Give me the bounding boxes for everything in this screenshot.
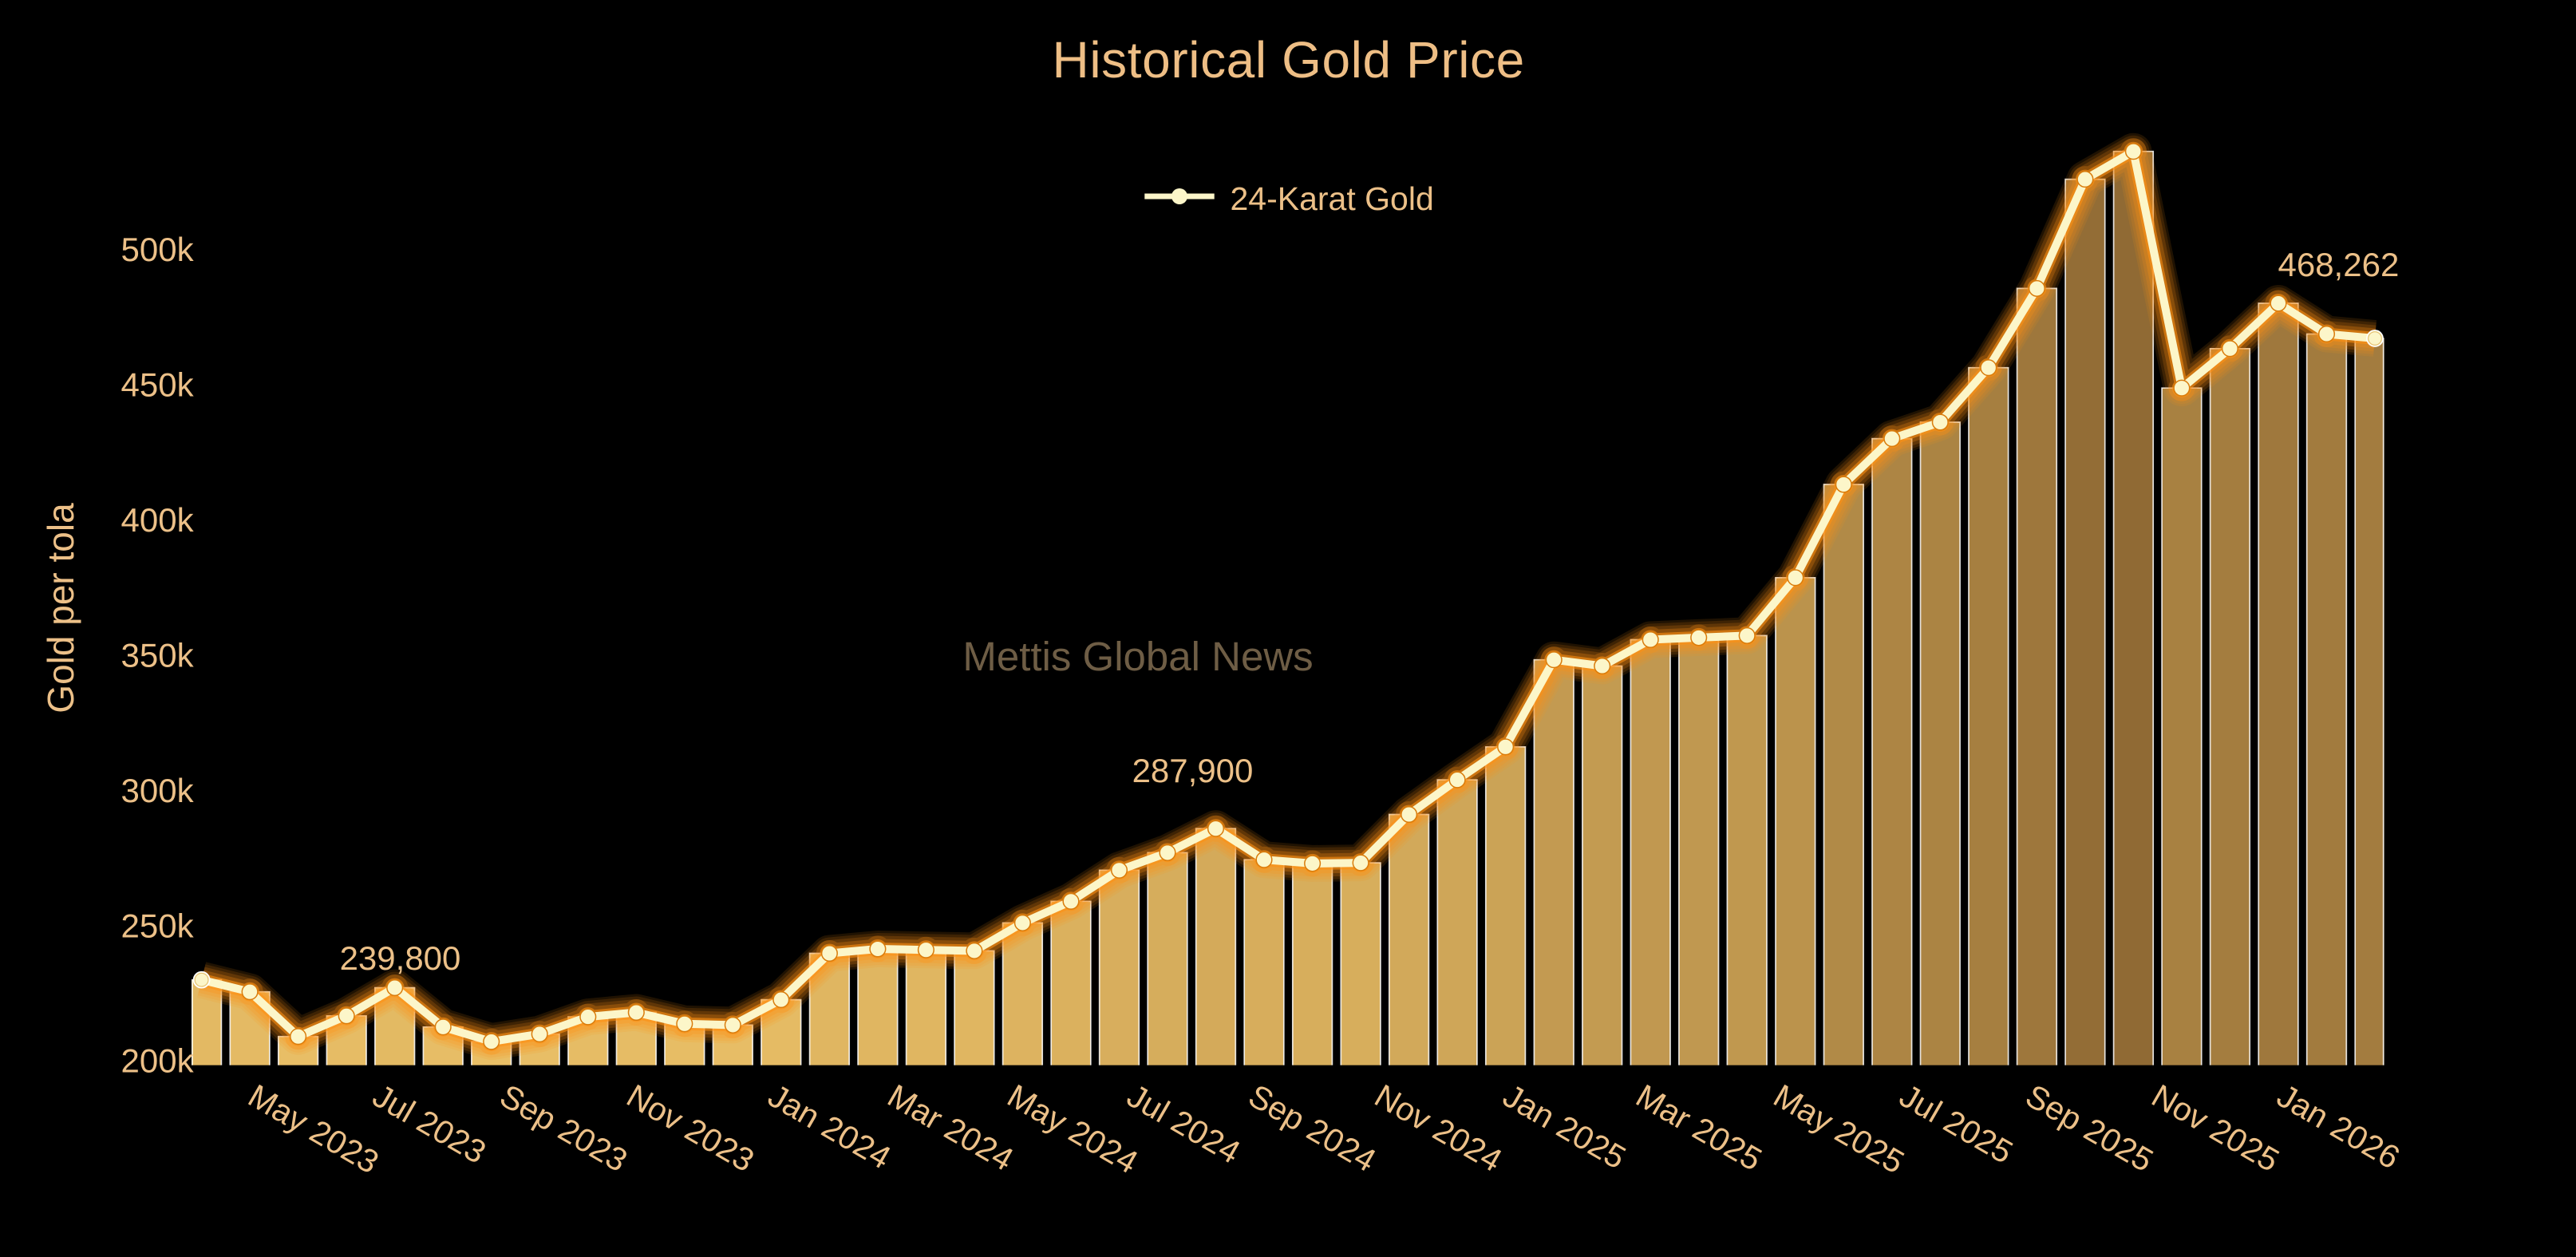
svg-text:Historical Gold Price: Historical Gold Price <box>1053 31 1525 89</box>
svg-text:200k: 200k <box>121 1042 195 1080</box>
svg-text:400k: 400k <box>121 501 195 539</box>
svg-text:Mettis Global News: Mettis Global News <box>962 634 1313 679</box>
svg-text:468,262: 468,262 <box>2278 246 2399 283</box>
svg-text:350k: 350k <box>121 636 195 674</box>
svg-text:450k: 450k <box>121 366 195 404</box>
svg-text:Gold per tola: Gold per tola <box>40 503 81 713</box>
svg-text:239,800: 239,800 <box>340 939 461 977</box>
svg-text:300k: 300k <box>121 772 195 809</box>
svg-text:287,900: 287,900 <box>1132 752 1254 789</box>
svg-text:24-Karat Gold: 24-Karat Gold <box>1231 180 1434 217</box>
svg-text:500k: 500k <box>121 231 195 268</box>
svg-text:250k: 250k <box>121 907 195 944</box>
